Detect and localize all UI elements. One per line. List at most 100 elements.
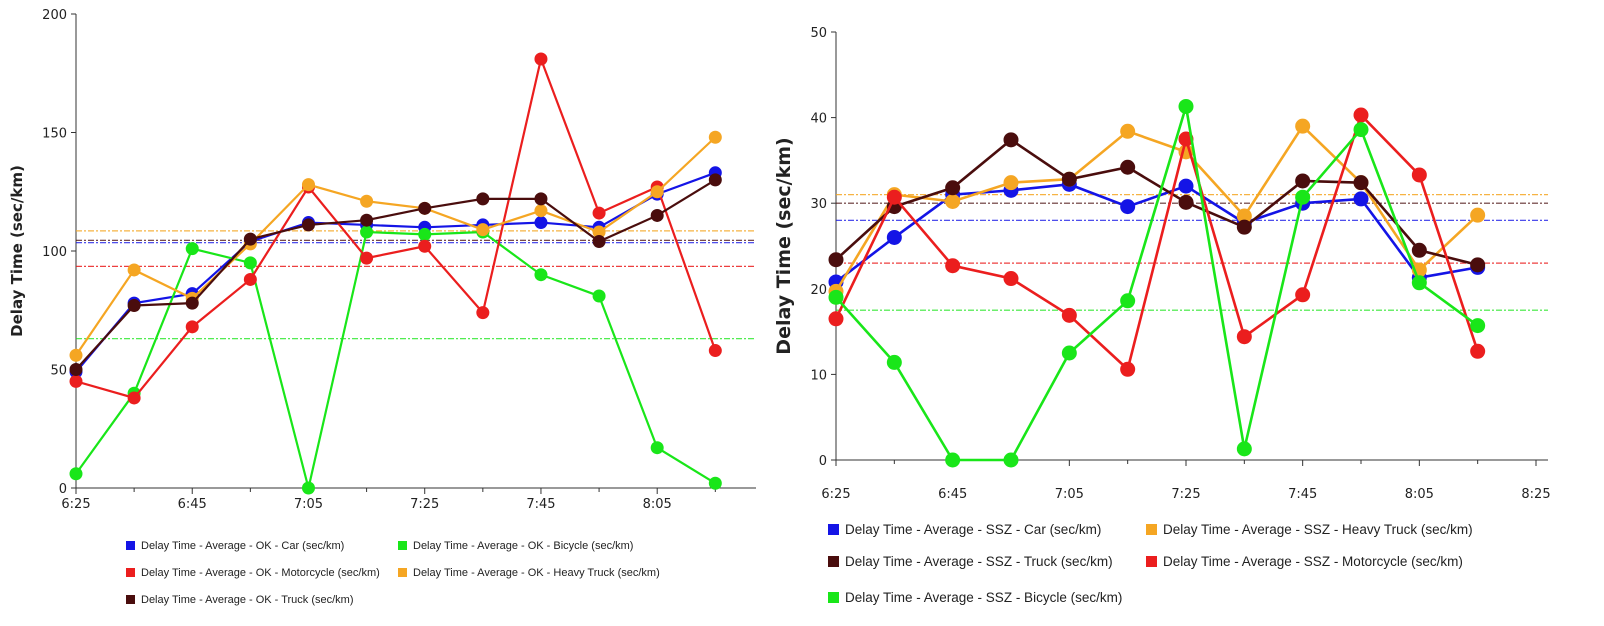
y-tick-label: 50: [810, 26, 827, 41]
y-tick-label: 50: [50, 364, 67, 379]
legend-label: Delay Time - Average - OK - Car (sec/km): [141, 540, 344, 552]
data-point-delay-time-average-ssz-bicycle-sec-km: [1353, 122, 1369, 138]
data-point-delay-time-average-ssz-truck-sec-km: [945, 180, 961, 196]
data-point-delay-time-average-ssz-car-sec-km: [1178, 178, 1194, 194]
data-point-delay-time-average-ssz-truck-sec-km: [1411, 242, 1427, 258]
y-tick-label: 10: [810, 368, 827, 383]
data-point-delay-time-average-ok-truck-sec-km: [127, 299, 141, 313]
data-point-delay-time-average-ssz-bicycle-sec-km: [1061, 345, 1077, 361]
data-point-delay-time-average-ssz-motorcycle-sec-km: [1236, 329, 1252, 345]
data-point-delay-time-average-ssz-truck-sec-km: [1003, 132, 1019, 148]
legend-label: Delay Time - Average - SSZ - Bicycle (se…: [845, 590, 1122, 605]
data-point-delay-time-average-ssz-heavy-truck-sec-km: [945, 193, 961, 209]
data-point-delay-time-average-ok-bicycle-sec-km: [301, 481, 315, 495]
x-tick-label: 7:45: [526, 497, 555, 512]
series-line-delay-time-average-ssz-bicycle-sec-km: [835, 106, 1479, 462]
legend-swatch: [1146, 524, 1157, 535]
data-point-delay-time-average-ok-bicycle-sec-km: [534, 268, 548, 282]
x-tick-label: 7:05: [1055, 487, 1084, 502]
y-tick-label: 30: [810, 197, 827, 212]
legend-swatch: [126, 595, 135, 604]
data-point-delay-time-average-ssz-truck-sec-km: [828, 252, 844, 268]
legend-label: Delay Time - Average - SSZ - Motorcycle …: [1163, 554, 1463, 569]
data-point-delay-time-average-ssz-truck-sec-km: [1178, 194, 1194, 210]
data-point-delay-time-average-ok-truck-sec-km: [650, 208, 664, 222]
legend-label: Delay Time - Average - SSZ - Heavy Truck…: [1163, 522, 1473, 537]
series-line-delay-time-average-ok-bicycle-sec-km: [75, 230, 716, 489]
data-point-delay-time-average-ok-motorcycle-sec-km: [476, 306, 490, 320]
data-point-delay-time-average-ok-heavy-truck-sec-km: [650, 185, 664, 199]
series-line-delay-time-average-ok-motorcycle-sec-km: [75, 55, 717, 400]
data-point-delay-time-average-ssz-bicycle-sec-km: [945, 452, 961, 468]
data-point-delay-time-average-ssz-bicycle-sec-km: [1178, 98, 1194, 114]
data-point-delay-time-average-ssz-motorcycle-sec-km: [886, 189, 902, 205]
data-point-delay-time-average-ok-bicycle-sec-km: [708, 476, 722, 490]
data-point-delay-time-average-ok-heavy-truck-sec-km: [592, 225, 606, 239]
data-point-delay-time-average-ssz-truck-sec-km: [1120, 159, 1136, 175]
data-point-delay-time-average-ssz-motorcycle-sec-km: [828, 311, 844, 327]
y-tick-label: 150: [42, 127, 67, 142]
data-point-delay-time-average-ok-truck-sec-km: [592, 235, 606, 249]
data-point-delay-time-average-ssz-truck-sec-km: [1236, 219, 1252, 235]
x-tick-label: 6:45: [938, 487, 967, 502]
x-tick-label: 7:25: [410, 497, 439, 512]
legend-label: Delay Time - Average - SSZ - Truck (sec/…: [845, 554, 1113, 569]
data-point-delay-time-average-ok-bicycle-sec-km: [592, 289, 606, 303]
data-point-delay-time-average-ok-car-sec-km: [534, 216, 548, 230]
data-point-delay-time-average-ssz-heavy-truck-sec-km: [1120, 123, 1136, 139]
series-line-delay-time-average-ssz-truck-sec-km: [835, 138, 1478, 267]
data-point-delay-time-average-ssz-motorcycle-sec-km: [1353, 107, 1369, 123]
y-tick-label: 40: [810, 112, 827, 127]
data-point-delay-time-average-ssz-bicycle-sec-km: [1411, 275, 1427, 291]
data-point-delay-time-average-ok-truck-sec-km: [534, 192, 548, 206]
data-point-delay-time-average-ssz-truck-sec-km: [1061, 171, 1077, 187]
y-tick-label: 200: [42, 8, 67, 23]
series-line-delay-time-average-ssz-car-sec-km: [835, 183, 1478, 283]
x-tick-label: 8:05: [643, 497, 672, 512]
legend-swatch: [398, 568, 407, 577]
data-point-delay-time-average-ssz-bicycle-sec-km: [886, 354, 902, 370]
data-point-delay-time-average-ssz-bicycle-sec-km: [1236, 441, 1252, 457]
data-point-delay-time-average-ssz-motorcycle-sec-km: [945, 258, 961, 274]
data-point-delay-time-average-ssz-motorcycle-sec-km: [1295, 287, 1311, 303]
x-tick-label: 7:25: [1171, 487, 1200, 502]
data-point-delay-time-average-ok-motorcycle-sec-km: [69, 374, 83, 388]
data-point-delay-time-average-ssz-bicycle-sec-km: [828, 289, 844, 305]
data-point-delay-time-average-ok-heavy-truck-sec-km: [127, 263, 141, 277]
data-point-delay-time-average-ssz-bicycle-sec-km: [1120, 293, 1136, 309]
legend-swatch: [126, 541, 135, 550]
x-tick-label: 8:25: [1521, 487, 1550, 502]
data-point-delay-time-average-ok-heavy-truck-sec-km: [69, 348, 83, 362]
data-point-delay-time-average-ok-truck-sec-km: [476, 192, 490, 206]
data-point-delay-time-average-ok-motorcycle-sec-km: [708, 344, 722, 358]
y-axis-title: Delay Time (sec/km): [773, 137, 795, 354]
legend-swatch: [1146, 556, 1157, 567]
y-tick-label: 100: [42, 245, 67, 260]
data-point-delay-time-average-ssz-heavy-truck-sec-km: [1470, 207, 1486, 223]
data-point-delay-time-average-ssz-car-sec-km: [886, 229, 902, 245]
data-point-delay-time-average-ok-motorcycle-sec-km: [534, 52, 548, 66]
data-point-delay-time-average-ssz-bicycle-sec-km: [1470, 318, 1486, 334]
y-tick-label: 0: [59, 482, 67, 497]
y-tick-label: 0: [819, 454, 827, 469]
data-point-delay-time-average-ssz-motorcycle-sec-km: [1470, 343, 1486, 359]
legend-swatch: [126, 568, 135, 577]
series-line-delay-time-average-ssz-heavy-truck-sec-km: [834, 124, 1479, 293]
legend-label: Delay Time - Average - OK - Truck (sec/k…: [141, 594, 354, 606]
chart-left: 0 50 100 150 200 6:25 6:45 7:05 7:25 7:45 8:05 Dela…: [8, 8, 756, 606]
series-line-delay-time-average-ssz-motorcycle-sec-km: [834, 112, 1479, 372]
series-line-delay-time-average-ok-truck-sec-km: [75, 178, 716, 371]
data-point-delay-time-average-ok-truck-sec-km: [708, 173, 722, 187]
data-point-delay-time-average-ok-bicycle-sec-km: [360, 225, 374, 239]
series-line-delay-time-average-ok-car-sec-km: [75, 171, 716, 373]
x-tick-label: 8:05: [1405, 487, 1434, 502]
data-point-delay-time-average-ok-heavy-truck-sec-km: [360, 194, 374, 208]
data-point-delay-time-average-ssz-truck-sec-km: [1353, 175, 1369, 191]
legend-label: Delay Time - Average - OK - Bicycle (sec…: [413, 540, 633, 552]
data-point-delay-time-average-ok-truck-sec-km: [185, 296, 199, 310]
data-point-delay-time-average-ssz-motorcycle-sec-km: [1003, 271, 1019, 287]
data-point-delay-time-average-ok-bicycle-sec-km: [69, 467, 83, 481]
data-point-delay-time-average-ssz-heavy-truck-sec-km: [1003, 175, 1019, 191]
legend-swatch: [398, 541, 407, 550]
